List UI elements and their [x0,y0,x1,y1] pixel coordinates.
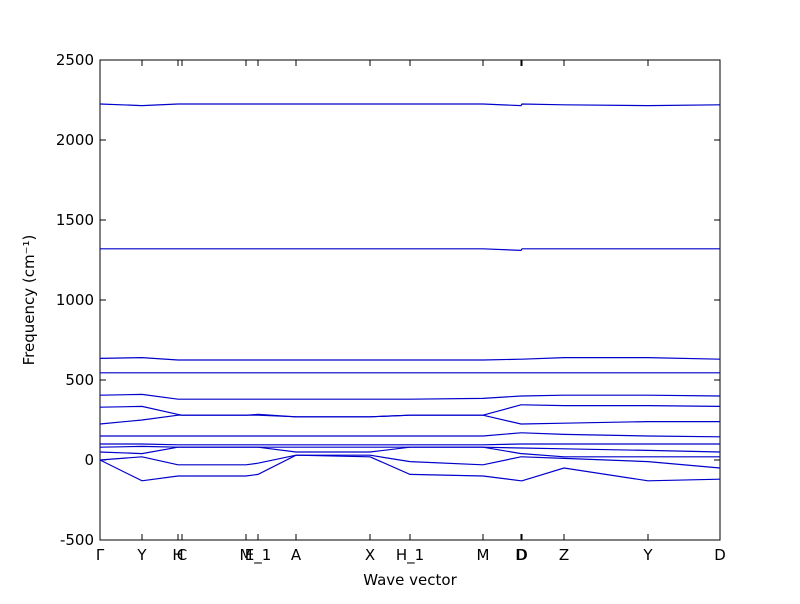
band-line [99,356,721,361]
x-tick-label: H_1 [396,546,424,565]
x-tick-label: Y [136,546,147,564]
x-tick-label: H [172,546,183,564]
y-axis-label: Frequency (cm⁻¹) [20,235,38,366]
x-tick-label: Y [642,546,653,564]
y-tick-label: 1500 [56,211,94,229]
band-line [99,103,721,107]
x-tick-label: D [515,546,527,564]
band-line [99,446,720,458]
x-tick-label: C [177,546,187,564]
y-tick-label: 0 [84,451,94,469]
x-tick-label: X [365,546,375,564]
band-line [100,443,720,446]
band-line [99,414,720,425]
y-tick-label: -500 [60,531,94,549]
y-tick-label: 2000 [56,131,94,149]
x-tick-label: M [240,546,253,564]
x-tick-label: D [714,546,726,564]
band-line [100,432,721,438]
band-line [100,248,720,252]
y-tick-label: 2500 [56,51,94,69]
band-line [99,393,721,400]
y-tick-label: 1000 [56,291,94,309]
x-tick-label: A [291,546,302,564]
x-tick-label: D [516,546,528,564]
plot-frame [99,59,721,541]
x-axis-label: Wave vector [363,571,457,589]
y-tick-label: 500 [65,371,94,389]
x-tick-label: Z [559,546,569,564]
x-tick-label: Γ [96,546,105,564]
x-tick-label: E_1 [245,546,272,565]
band-line [99,454,721,482]
band-line [99,454,721,469]
x-tick-label: M [477,546,490,564]
